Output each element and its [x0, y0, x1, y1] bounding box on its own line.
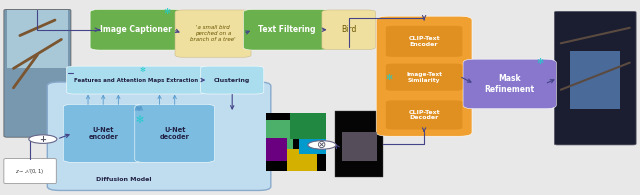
FancyBboxPatch shape	[67, 66, 206, 94]
FancyBboxPatch shape	[386, 64, 463, 91]
Circle shape	[29, 135, 57, 143]
Text: Clustering: Clustering	[214, 78, 250, 82]
FancyBboxPatch shape	[135, 104, 214, 162]
FancyBboxPatch shape	[554, 11, 636, 145]
Text: Bird: Bird	[341, 25, 356, 34]
FancyBboxPatch shape	[47, 82, 271, 191]
FancyBboxPatch shape	[463, 59, 556, 109]
FancyBboxPatch shape	[175, 10, 251, 57]
Text: ✻: ✻	[163, 7, 170, 16]
Bar	[299, 125, 326, 154]
FancyBboxPatch shape	[4, 159, 56, 184]
FancyBboxPatch shape	[4, 9, 71, 137]
FancyBboxPatch shape	[200, 66, 264, 94]
Text: ✻: ✻	[140, 67, 146, 73]
Text: ⊗: ⊗	[317, 140, 326, 150]
Text: Features and Attention Maps Extraction: Features and Attention Maps Extraction	[74, 78, 198, 82]
Bar	[290, 113, 326, 139]
FancyBboxPatch shape	[90, 9, 182, 50]
Text: U-Net
decoder: U-Net decoder	[160, 127, 189, 140]
FancyBboxPatch shape	[386, 100, 463, 129]
Text: CLIP-Text
Encoder: CLIP-Text Encoder	[408, 36, 440, 47]
Text: CLIP-Text
Decoder: CLIP-Text Decoder	[408, 110, 440, 120]
Text: 'a small bird
perched on a
branch of a tree': 'a small bird perched on a branch of a t…	[190, 25, 236, 42]
Text: U-Net
encoder: U-Net encoder	[88, 127, 118, 140]
Text: +: +	[39, 135, 46, 144]
Bar	[266, 138, 287, 161]
Text: $z \sim \mathcal{N}(0,1)$: $z \sim \mathcal{N}(0,1)$	[15, 167, 45, 176]
Bar	[266, 113, 326, 171]
FancyBboxPatch shape	[322, 10, 376, 50]
Text: Diffusion Model: Diffusion Model	[96, 177, 152, 182]
FancyBboxPatch shape	[386, 26, 463, 57]
Bar	[7, 10, 68, 68]
Bar	[342, 132, 377, 161]
Bar	[266, 120, 293, 152]
Text: ✻: ✻	[385, 73, 392, 82]
Bar	[335, 111, 383, 177]
FancyBboxPatch shape	[63, 104, 143, 162]
Text: Text Filtering: Text Filtering	[258, 25, 316, 34]
Bar	[287, 149, 317, 171]
Text: Image-Text
Similarity: Image-Text Similarity	[406, 72, 442, 82]
Circle shape	[308, 141, 336, 149]
Text: ✻: ✻	[536, 57, 543, 66]
Bar	[570, 51, 620, 109]
FancyBboxPatch shape	[243, 9, 330, 50]
Text: Image Captioner: Image Captioner	[100, 25, 172, 34]
Text: ✻: ✻	[135, 115, 143, 125]
Text: Mask
Refinement: Mask Refinement	[484, 74, 535, 94]
FancyBboxPatch shape	[376, 16, 472, 136]
